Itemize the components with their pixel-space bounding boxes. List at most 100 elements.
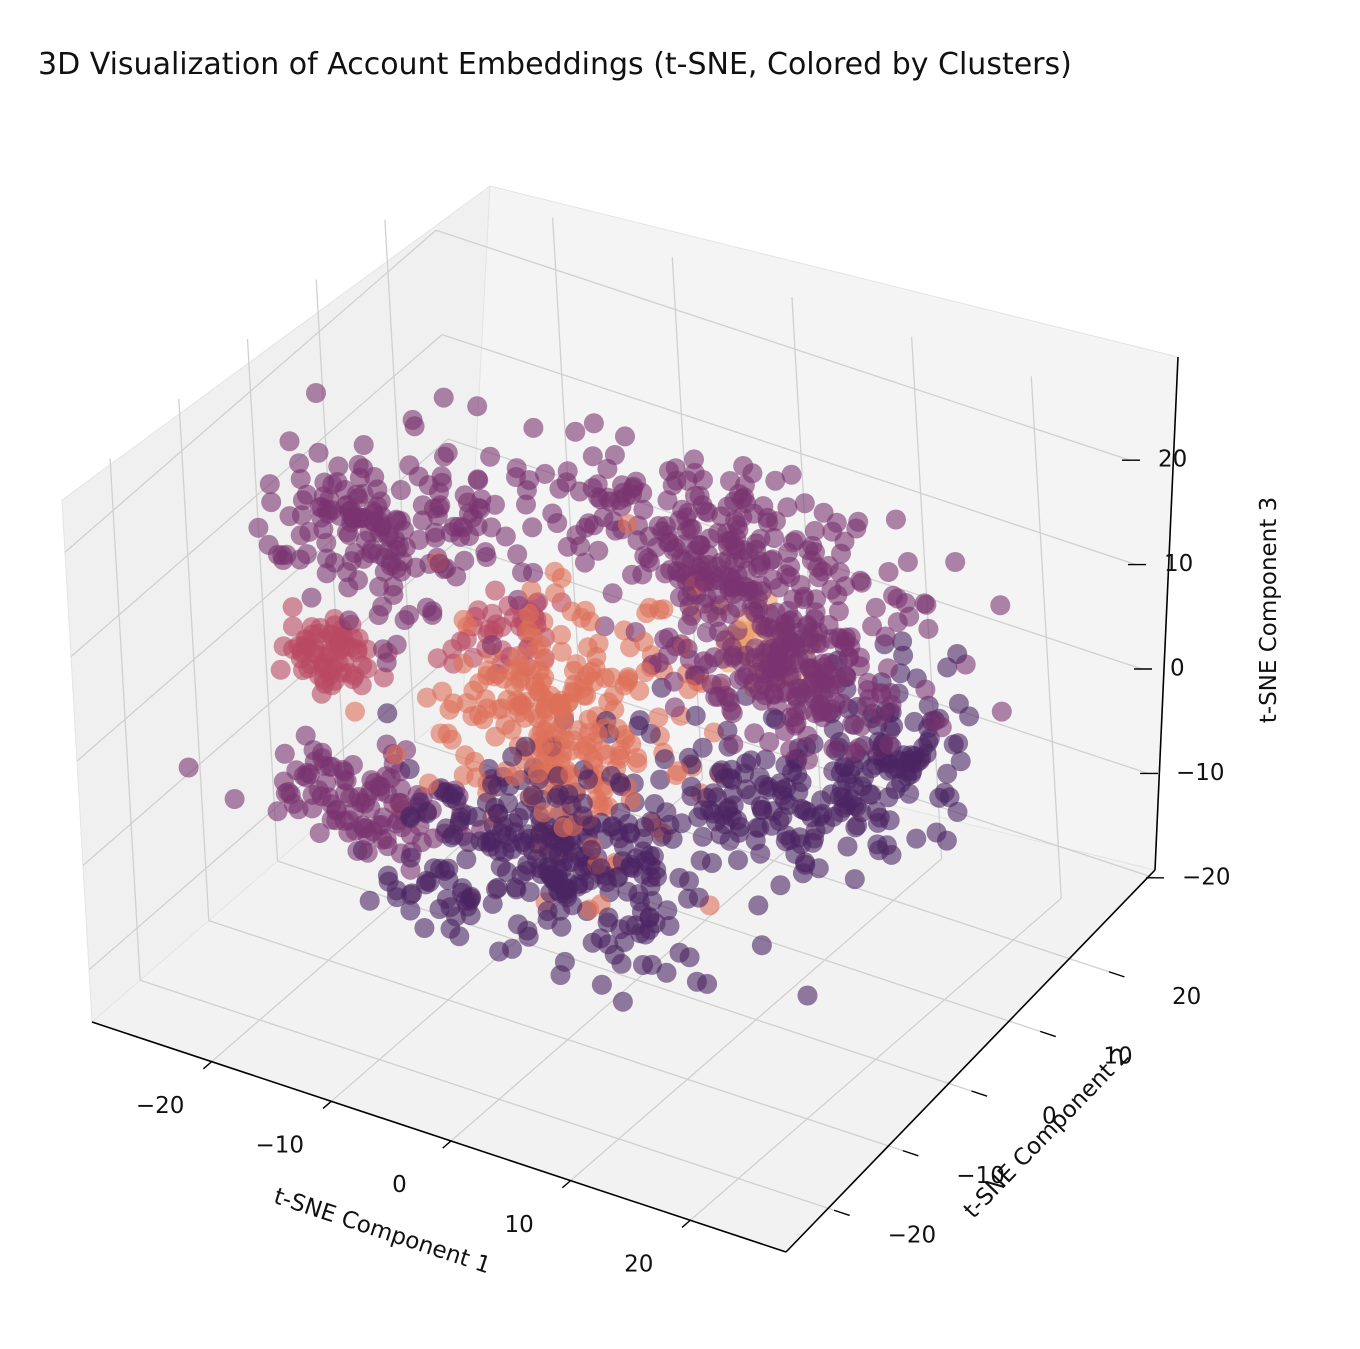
scatter-point-cluster-3 [546,721,567,742]
scatter-point-cluster-2 [282,616,303,637]
scatter-point-cluster-0 [654,749,675,770]
scatter-point-cluster-1 [885,509,906,530]
scatter-point-cluster-1 [480,446,501,467]
scatter-point-cluster-1 [481,517,502,538]
scatter-point-cluster-3 [493,668,514,689]
scatter-point-cluster-1 [291,505,312,526]
scatter-point-cluster-1 [322,756,343,777]
scatter-point-cluster-0 [692,737,713,758]
scatter-point-cluster-0 [434,860,455,881]
scatter-point-cluster-1 [916,594,937,615]
scatter-point-cluster-1 [768,577,789,598]
scatter-point-cluster-1 [672,499,693,520]
scatter-point-cluster-1 [306,383,326,403]
scatter-point-cluster-1 [383,576,404,597]
scatter-point-cluster-3 [617,671,638,692]
scatter-point-cluster-0 [878,787,899,808]
scatter-point-cluster-3 [648,707,669,728]
axis-lines [91,356,1179,1253]
scatter-point-cluster-1 [574,552,595,573]
scatter-point-cluster-3 [607,718,628,739]
scatter-point-cluster-1 [377,783,398,804]
scatter-point-cluster-1 [915,679,936,700]
scatter-point-cluster-0 [830,763,851,784]
scatter-point-cluster-1 [422,601,443,622]
scatter-point-cluster-0 [688,807,709,828]
y-axis-label: t-SNE Component 2 [959,1043,1135,1224]
scatter-point-cluster-0 [572,806,593,827]
scatter-point-cluster-0 [640,723,661,744]
scatter-point-cluster-3 [593,781,614,802]
scatter-point-cluster-0 [728,850,748,871]
scatter-point-cluster-0 [630,923,651,944]
scatter-point-cluster-1 [390,480,411,500]
scatter-point-cluster-0 [892,631,913,652]
x-tick-label: 20 [624,1251,653,1277]
scatter-point-cluster-0 [936,830,957,851]
scatter-point-cluster-1 [357,842,378,863]
scatter-point-cluster-1 [290,525,311,546]
scatter-point-cluster-1 [805,703,826,724]
scatter-point-cluster-1 [729,669,750,690]
scatter-point-cluster-1 [722,703,743,723]
scatter-point-cluster-3 [585,658,606,678]
scatter-point-cluster-0 [723,795,744,816]
scatter-point-cluster-1 [744,723,765,744]
scatter-point-cluster-3 [576,736,597,757]
scatter-point-cluster-1 [273,771,294,792]
scatter-point-cluster-1 [723,734,744,755]
scatter-point-cluster-0 [749,817,770,838]
scatter-point-cluster-1 [807,557,828,578]
scatter-point-cluster-1 [390,511,411,531]
scatter-point-cluster-0 [657,900,678,921]
scatter-point-cluster-2 [270,659,291,680]
scatter-point-cluster-3 [416,687,437,708]
scatter-point-cluster-1 [301,587,322,608]
scatter-point-cluster-1 [804,520,825,541]
scatter-point-cluster-2 [311,683,332,704]
scatter-point-cluster-2 [427,648,448,669]
y-tick-mark [833,1209,850,1217]
scatter-point-cluster-1 [698,653,719,674]
scatter-point-cluster-1 [506,458,527,479]
scatter-point-cluster-0 [488,803,509,824]
x-tick-mark [442,1140,452,1149]
scatter-point-cluster-1 [851,716,872,737]
scatter-point-cluster-1 [516,494,536,515]
scatter-point-cluster-0 [656,962,677,983]
scatter-point-cluster-1 [292,490,313,511]
scatter-point-cluster-1 [495,526,516,547]
scatter-point-cluster-0 [775,755,796,776]
scatter-point-cluster-2 [442,639,463,660]
scatter-point-cluster-0 [458,832,479,853]
scatter-point-cluster-0 [861,784,882,805]
scatter-point-cluster-2 [293,660,313,681]
scatter-point-cluster-0 [562,895,583,916]
scatter-point-cluster-0 [815,814,835,835]
scatter-point-cluster-1 [990,595,1011,616]
scatter-point-cluster-0 [697,973,718,994]
scatter-point-cluster-1 [429,497,450,518]
scatter-point-cluster-1 [224,789,245,809]
z-axis-line [1154,356,1179,871]
scatter-point-cluster-0 [596,872,617,893]
scatter-point-cluster-2 [312,653,333,674]
scatter-point-cluster-0 [730,816,751,837]
scatter-point-cluster-1 [818,615,839,635]
scatter-point-cluster-0 [948,693,969,714]
scatter-point-cluster-3 [635,662,656,683]
z-grid-line [70,334,443,658]
scatter-point-cluster-0 [551,916,572,937]
scatter-point-cluster-1 [787,678,808,699]
scatter-point-cluster-1 [726,528,747,549]
scatter-point-cluster-0 [620,857,640,878]
scatter-point-cluster-0 [486,879,506,900]
scatter-point-cluster-1 [865,597,886,618]
scatter-point-cluster-1 [583,413,604,434]
z-grid-line [64,229,437,553]
scatter-point-cluster-1 [368,544,389,564]
scatter-point-cluster-0 [496,862,517,882]
x-tick-mark [561,1180,572,1189]
scatter-point-cluster-2 [282,597,303,618]
